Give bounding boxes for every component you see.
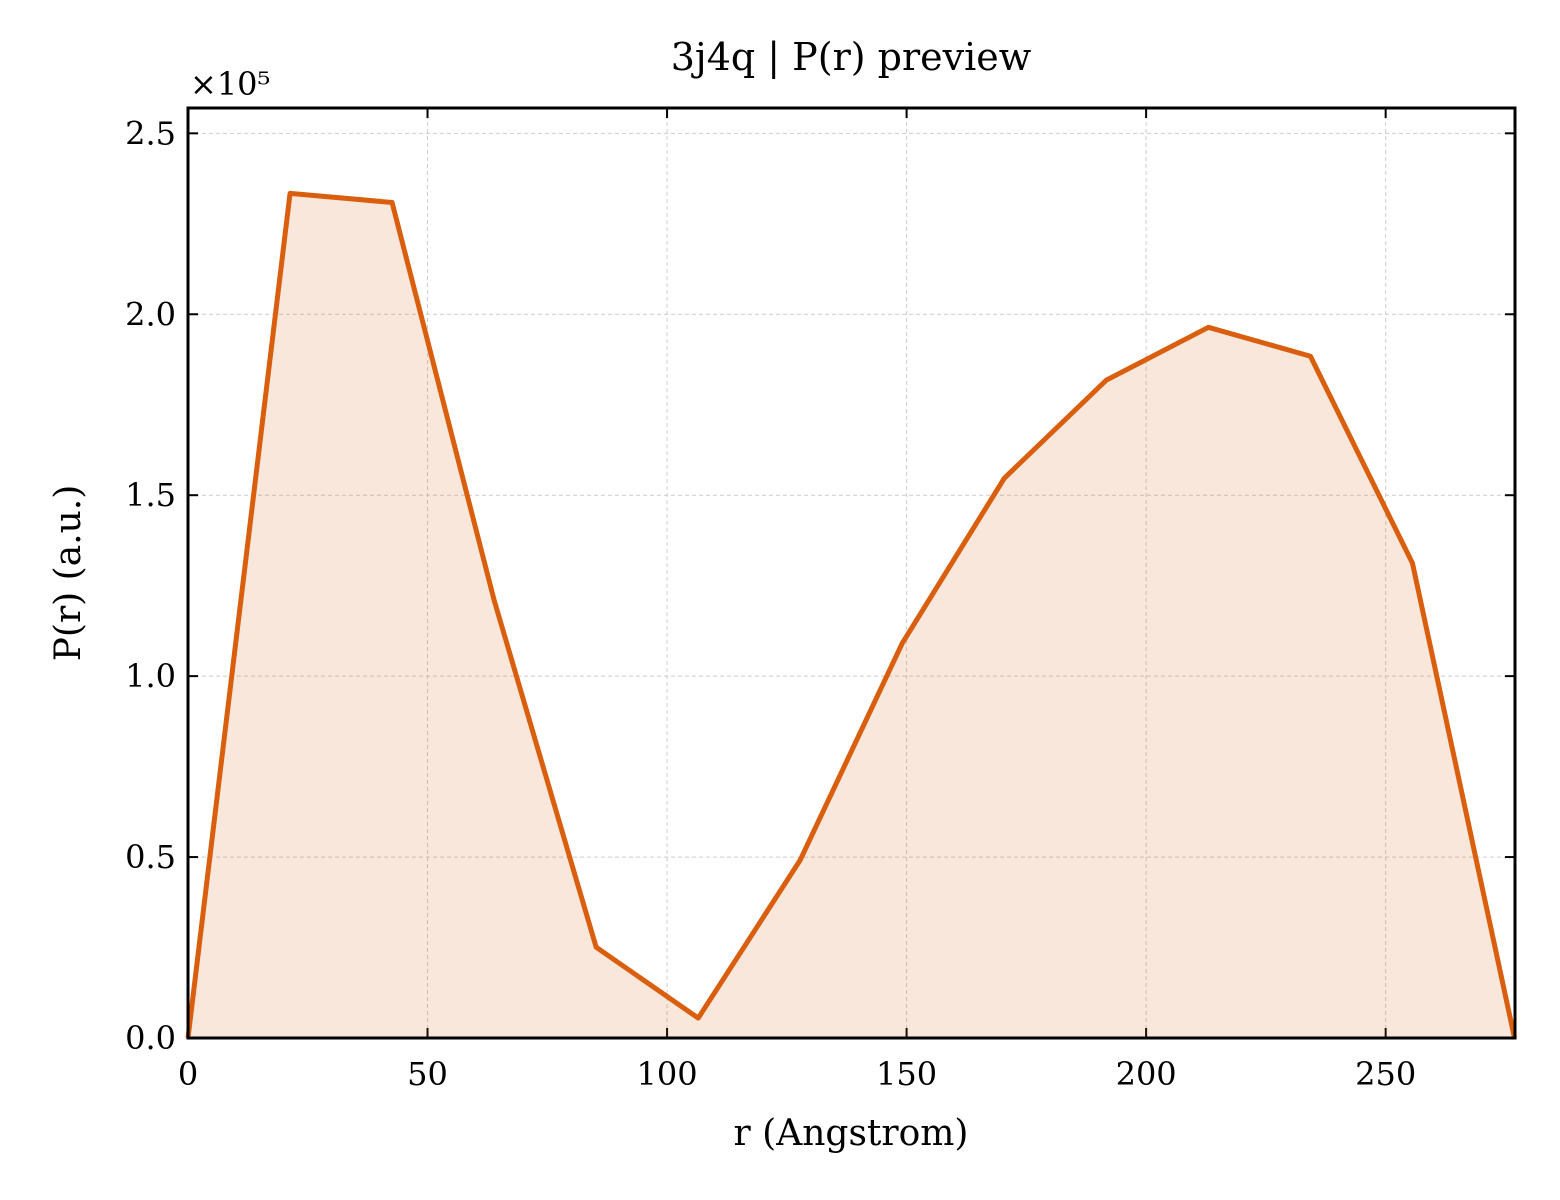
y-tick-label: 2.0 [125,295,176,333]
y-tick-label: 0.5 [125,838,176,876]
chart-title: 3j4q | P(r) preview [671,35,1032,79]
area [188,193,1515,1039]
x-tick-label: 200 [1116,1055,1177,1093]
y-offset-label: ×10⁵ [190,65,270,103]
y-tick-label: 1.0 [125,657,176,695]
x-tick-label: 0 [178,1055,198,1093]
line [185,190,1517,1039]
x-tick-label: 150 [876,1055,937,1093]
y-tick-label: 0.0 [125,1019,176,1057]
plot-frame [186,106,1517,1040]
x-tick-label: 50 [407,1055,448,1093]
y-tick-label: 1.5 [125,476,176,514]
x-tick-label: 250 [1355,1055,1416,1093]
y-axis-label: P(r) (a.u.) [48,485,89,662]
x-tick-label: 100 [637,1055,698,1093]
x-axis-label: r (Angstrom) [734,1113,969,1154]
y-tick-label: 2.5 [125,114,176,152]
